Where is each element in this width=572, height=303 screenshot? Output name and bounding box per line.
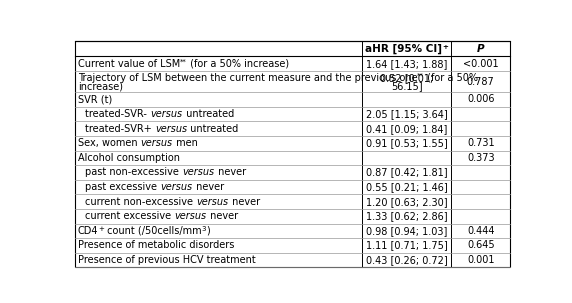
Text: current excessive: current excessive bbox=[85, 211, 174, 221]
Text: +: + bbox=[98, 226, 104, 232]
Text: +: + bbox=[442, 44, 448, 50]
Text: CD4: CD4 bbox=[78, 226, 98, 236]
Text: increase): increase) bbox=[78, 81, 123, 91]
Text: untreated: untreated bbox=[182, 109, 234, 119]
Text: 0.444: 0.444 bbox=[467, 226, 494, 236]
Text: never: never bbox=[207, 211, 238, 221]
Text: treated-SVR-: treated-SVR- bbox=[85, 109, 150, 119]
Text: Sex, women: Sex, women bbox=[78, 138, 141, 148]
Text: 0.91 [0.53; 1.55]: 0.91 [0.53; 1.55] bbox=[366, 138, 447, 148]
Text: versus: versus bbox=[156, 124, 188, 134]
Text: **: ** bbox=[418, 73, 424, 79]
Text: 0.43 [0.26; 0.72]: 0.43 [0.26; 0.72] bbox=[366, 255, 447, 265]
Text: P: P bbox=[477, 44, 484, 54]
Text: Presence of previous HCV treatment: Presence of previous HCV treatment bbox=[78, 255, 256, 265]
Text: aHR [95% CI]: aHR [95% CI] bbox=[366, 44, 442, 54]
Text: versus: versus bbox=[161, 182, 193, 192]
Text: 0.001: 0.001 bbox=[467, 255, 494, 265]
Text: 2.05 [1.15; 3.64]: 2.05 [1.15; 3.64] bbox=[366, 109, 447, 119]
Text: never: never bbox=[229, 197, 260, 207]
Text: treated-SVR+: treated-SVR+ bbox=[85, 124, 156, 134]
Text: 56.15]: 56.15] bbox=[391, 81, 423, 91]
Text: men: men bbox=[173, 138, 197, 148]
Text: 1.64 [1.43; 1.88]: 1.64 [1.43; 1.88] bbox=[366, 59, 447, 69]
Text: 0.55 [0.21; 1.46]: 0.55 [0.21; 1.46] bbox=[366, 182, 447, 192]
Text: 0.787: 0.787 bbox=[467, 77, 495, 87]
Text: versus: versus bbox=[197, 197, 229, 207]
Text: (for a 50% increase): (for a 50% increase) bbox=[186, 59, 289, 69]
Text: 0.52 [0.01;: 0.52 [0.01; bbox=[380, 73, 434, 83]
Text: untreated: untreated bbox=[188, 124, 239, 134]
Text: Trajectory of LSM between the current measure and the previous one: Trajectory of LSM between the current me… bbox=[78, 73, 418, 83]
Text: versus: versus bbox=[141, 138, 173, 148]
Text: 0.373: 0.373 bbox=[467, 153, 495, 163]
Text: 0.006: 0.006 bbox=[467, 95, 494, 105]
Text: count (/50cells/mm: count (/50cells/mm bbox=[104, 226, 202, 236]
Text: 0.87 [0.42; 1.81]: 0.87 [0.42; 1.81] bbox=[366, 168, 447, 178]
Text: Current value of LSM: Current value of LSM bbox=[78, 59, 180, 69]
Text: never: never bbox=[214, 168, 246, 178]
Text: versus: versus bbox=[174, 211, 207, 221]
Text: 1.11 [0.71; 1.75]: 1.11 [0.71; 1.75] bbox=[366, 241, 447, 251]
Text: versus: versus bbox=[182, 168, 214, 178]
Text: past excessive: past excessive bbox=[85, 182, 161, 192]
Text: 0.41 [0.09; 1.84]: 0.41 [0.09; 1.84] bbox=[366, 124, 447, 134]
Text: current non-excessive: current non-excessive bbox=[85, 197, 197, 207]
Text: past non-excessive: past non-excessive bbox=[85, 168, 182, 178]
Text: 3: 3 bbox=[202, 226, 206, 232]
Text: ): ) bbox=[206, 226, 210, 236]
Text: 1.33 [0.62; 2.86]: 1.33 [0.62; 2.86] bbox=[366, 211, 447, 221]
Text: Presence of metabolic disorders: Presence of metabolic disorders bbox=[78, 241, 234, 251]
Text: **: ** bbox=[180, 59, 186, 65]
Text: 1.20 [0.63; 2.30]: 1.20 [0.63; 2.30] bbox=[366, 197, 447, 207]
Text: SVR (t): SVR (t) bbox=[78, 95, 112, 105]
Text: 0.98 [0.94; 1.03]: 0.98 [0.94; 1.03] bbox=[366, 226, 447, 236]
Text: never: never bbox=[193, 182, 224, 192]
Text: versus: versus bbox=[150, 109, 182, 119]
Text: (for a 50%: (for a 50% bbox=[424, 73, 478, 83]
Text: <0.001: <0.001 bbox=[463, 59, 499, 69]
Text: 0.731: 0.731 bbox=[467, 138, 495, 148]
Text: Alcohol consumption: Alcohol consumption bbox=[78, 153, 180, 163]
Text: 0.645: 0.645 bbox=[467, 241, 495, 251]
